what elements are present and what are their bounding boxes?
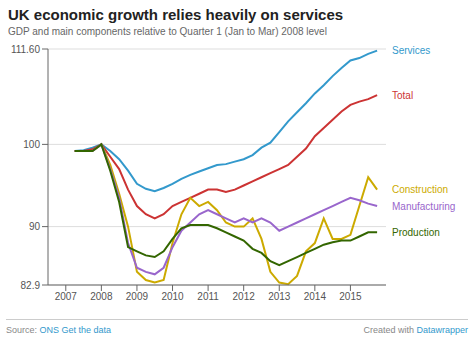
html-text:Source: ONS Get the data: Source: ONS Get the data [6,325,112,335]
svg-text:Total: Total [392,90,413,101]
svg-text:100: 100 [23,139,40,150]
svg-text:2010: 2010 [161,291,184,302]
html-text:Created with Datawrapper: Created with Datawrapper [363,325,468,335]
svg-text:Production: Production [392,227,440,238]
svg-text:2009: 2009 [126,291,149,302]
html-text:GDP and main components relati: GDP and main components relative to Quar… [8,26,327,37]
svg-text:2011: 2011 [197,291,219,302]
svg-text:Construction: Construction [392,184,448,195]
svg-text:90: 90 [29,221,41,232]
svg-text:82.9: 82.9 [21,280,41,291]
svg-text:2008: 2008 [90,291,113,302]
svg-text:2015: 2015 [339,291,362,302]
svg-text:Services: Services [392,45,430,56]
svg-text:2013: 2013 [268,291,291,302]
svg-text:2014: 2014 [304,291,327,302]
svg-text:2007: 2007 [55,291,78,302]
svg-text:111.60: 111.60 [11,44,41,55]
svg-text:2012: 2012 [233,291,256,302]
html-text:UK economic growth relies heav: UK economic growth relies heavily on ser… [8,6,344,23]
svg-text:Manufacturing: Manufacturing [392,201,455,212]
